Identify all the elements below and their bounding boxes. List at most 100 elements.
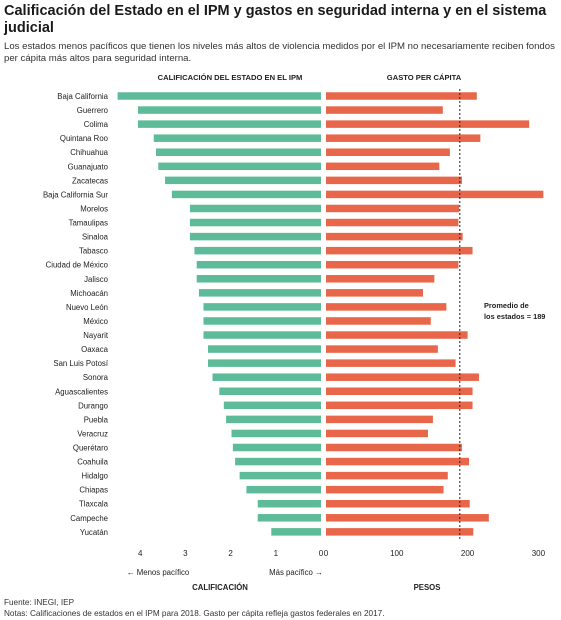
spend-bar	[326, 401, 473, 410]
score-bar	[117, 92, 321, 100]
spend-bar	[326, 387, 473, 396]
score-bar	[212, 373, 321, 381]
spend-bar	[326, 134, 481, 142]
left-panel-header: CALIFICACIÓN DEL ESTADO EN EL IPM	[158, 73, 303, 82]
spend-bar	[326, 176, 462, 185]
state-label: Tamaulipas	[69, 219, 109, 228]
state-label: Aguascalientes	[55, 387, 108, 396]
spend-bar	[326, 232, 463, 241]
score-bar	[231, 429, 321, 438]
spend-bar	[326, 218, 459, 227]
state-label: Oaxaca	[81, 345, 109, 354]
score-bar	[257, 514, 321, 522]
state-label: Michoacán	[70, 289, 108, 298]
score-bar	[189, 218, 321, 227]
spend-bar	[326, 260, 459, 269]
state-label: Guerrero	[77, 106, 109, 115]
notes-text: Notas: Calificaciones de estados en el I…	[4, 609, 385, 618]
state-label: Sonora	[83, 373, 109, 382]
score-bar	[198, 289, 321, 297]
score-bar	[196, 260, 321, 269]
state-label: Puebla	[84, 415, 109, 424]
score-bar	[196, 275, 321, 283]
state-label: Morelos	[80, 204, 108, 213]
spend-bar	[326, 443, 462, 452]
score-bar	[223, 401, 321, 410]
x-tick-label-spend: 0	[324, 549, 329, 558]
spend-bar	[326, 204, 460, 213]
score-bar	[171, 190, 321, 199]
score-bar	[137, 120, 321, 128]
state-label: Yucatán	[80, 528, 108, 537]
spend-bar	[326, 106, 443, 114]
spend-bar	[326, 415, 433, 424]
score-bar	[257, 499, 321, 508]
state-label: Durango	[78, 401, 109, 410]
chart-title: Calificación del Estado en el IPM y gast…	[4, 3, 547, 36]
spend-bar	[326, 317, 431, 325]
score-bar	[208, 345, 321, 353]
state-label: Zacatecas	[72, 176, 108, 185]
state-label: Guanajuato	[68, 162, 109, 171]
more-peaceful-label: Más pacífico →	[269, 568, 323, 577]
score-bar	[232, 443, 321, 452]
state-label: Baja California Sur	[43, 190, 108, 199]
spend-bar	[326, 345, 438, 353]
state-label: Veracruz	[77, 429, 108, 438]
x-tick-label-score: 1	[274, 549, 279, 558]
state-label: Querétaro	[73, 444, 109, 453]
right-axis-title: PESOS	[414, 583, 441, 592]
state-label: San Luis Potosí	[53, 359, 108, 368]
state-label: Campeche	[70, 514, 108, 523]
spend-bar	[326, 429, 428, 438]
state-label: Sinaloa	[82, 233, 109, 242]
state-label: Colima	[84, 120, 109, 129]
x-tick-label-score: 2	[228, 549, 233, 558]
spend-bar	[326, 275, 435, 283]
x-tick-label-spend: 100	[390, 549, 404, 558]
state-label: Jalisco	[84, 275, 108, 284]
spend-bar	[326, 471, 448, 480]
score-bar	[189, 232, 321, 241]
spend-bar	[326, 528, 474, 536]
state-label: Baja California	[57, 92, 108, 101]
spend-bar	[326, 148, 450, 156]
score-bar	[203, 317, 321, 325]
spend-bar	[326, 120, 530, 128]
state-label: Nayarit	[83, 331, 109, 340]
score-bar	[246, 485, 321, 494]
state-label: Ciudad de México	[46, 261, 109, 270]
score-bar	[203, 303, 321, 311]
spend-bar	[326, 359, 456, 367]
spend-bar	[326, 373, 479, 381]
spend-bar	[326, 190, 544, 199]
source-note: Fuente: INEGI, IEP	[4, 598, 75, 607]
x-tick-label-score: 3	[183, 549, 188, 558]
spend-bar	[326, 331, 468, 339]
score-bar	[158, 162, 321, 171]
spend-bar	[326, 514, 489, 522]
score-bar	[203, 331, 321, 339]
average-label: los estados = 189	[484, 312, 545, 321]
chart-subtitle: Los estados menos pacíficos que tienen l…	[4, 41, 555, 65]
x-tick-label-score: 4	[138, 549, 143, 558]
state-label: Quintana Roo	[60, 134, 109, 143]
spend-bar	[326, 485, 444, 494]
score-bar	[137, 106, 321, 114]
spend-bar	[326, 246, 473, 255]
state-label: Chihuahua	[70, 148, 108, 157]
state-label: Tabasco	[79, 247, 109, 256]
state-label: Chiapas	[79, 486, 108, 495]
spend-bar	[326, 162, 440, 171]
x-tick-label-spend: 200	[461, 549, 475, 558]
spend-bar	[326, 457, 470, 466]
score-bar	[208, 359, 321, 367]
score-bar	[194, 246, 321, 255]
x-tick-label-spend: 300	[532, 549, 546, 558]
score-bar	[219, 387, 321, 396]
score-bar	[153, 134, 321, 142]
score-bar	[189, 204, 321, 213]
state-label: Hidalgo	[82, 472, 109, 481]
state-label: Nuevo León	[66, 303, 108, 312]
spend-bar	[326, 499, 470, 508]
